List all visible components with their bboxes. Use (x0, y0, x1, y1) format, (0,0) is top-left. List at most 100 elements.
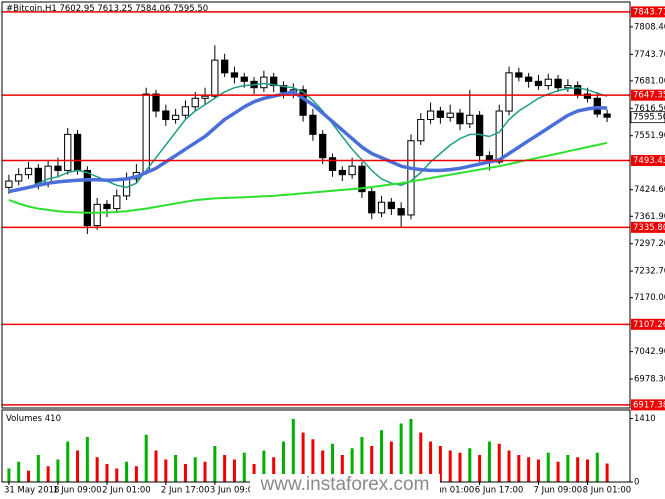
level-label-box (631, 89, 665, 101)
price-label-box (630, 111, 665, 124)
volume-bar (46, 466, 50, 482)
volume-bar (487, 441, 491, 482)
volume-bar (340, 455, 344, 482)
volume-bar (556, 461, 560, 482)
candle-body (54, 165, 62, 171)
candle-body (387, 201, 395, 210)
candle-body (309, 114, 317, 135)
level-label: 7335.80 (633, 223, 665, 233)
volume-bar (281, 441, 285, 482)
volume-bar (321, 450, 325, 482)
candle-body (338, 169, 346, 176)
watermark-backdrop (250, 474, 440, 496)
volume-bar (164, 459, 168, 482)
level-label-box (631, 318, 665, 330)
candle-body (15, 174, 23, 182)
candle-body (240, 76, 248, 82)
volume-bar (76, 450, 80, 482)
price-frame (1, 1, 631, 409)
volume-bar (183, 464, 187, 482)
candle-body (368, 191, 376, 214)
x-tick-label: 2 Jun 01:00 (102, 486, 151, 496)
header: #Bitcoin,H1 7602.95 7613.25 7584.06 7595… (6, 4, 208, 14)
volume-bar (595, 452, 599, 482)
y-tick-label: 7551.90 (634, 131, 665, 141)
header-open: 7602.95 (59, 4, 94, 14)
level-label: 7493.43 (633, 156, 665, 166)
candle-body (73, 133, 82, 171)
candle-body (534, 80, 543, 87)
x-tick-label: 2 Jun 17:00 (161, 486, 210, 496)
x-tick-label: 7 Jun 09:00 (534, 486, 583, 496)
volume-bar (380, 430, 384, 482)
volume-bar (429, 441, 433, 482)
volume-bar (144, 434, 148, 482)
candle-body (505, 72, 513, 112)
volume-header: Volumes 410 (6, 414, 61, 424)
candle-body (93, 203, 101, 227)
plot-layer: 7808.40 7743.70 7681.00 7616.50 7551.90 7424.… (2, 11, 665, 496)
volume-bar (507, 450, 511, 482)
volume-bar (134, 466, 138, 482)
candle-body (436, 110, 445, 118)
volume-bar (56, 459, 60, 482)
candle-body (211, 59, 219, 97)
price-label: 7595.50 (633, 113, 665, 123)
volume-bar (125, 461, 129, 482)
y-tick-label: 7743.70 (634, 50, 665, 60)
candle-body (564, 85, 572, 89)
level-label-box (631, 6, 665, 18)
y-tick-label: 7170.00 (634, 293, 665, 303)
candle-body (201, 95, 209, 99)
volume-bar (27, 470, 31, 482)
candle-body (113, 195, 121, 210)
volume-bar (272, 457, 276, 482)
volume-tick-label: 1410 (634, 414, 656, 424)
y-tick-label: 7424.60 (634, 185, 665, 195)
volume-bar (409, 419, 413, 482)
header-close: 7595.50 (173, 4, 208, 14)
candle-body (525, 76, 533, 82)
volume-bar (566, 455, 570, 482)
y-tick-label: 7361.90 (634, 212, 665, 222)
y-tick-label: 7616.50 (634, 104, 665, 114)
volume-bar (7, 468, 11, 482)
level-label: 7107.26 (633, 320, 665, 330)
candle-body (319, 133, 327, 159)
level-label: 7647.35 (633, 91, 665, 101)
candle-body (260, 76, 268, 89)
volume-bar (203, 461, 207, 482)
volume-bar (66, 441, 70, 482)
candle-body (358, 165, 366, 193)
watermark: www.instaforex.com (260, 474, 430, 495)
candle-body (181, 106, 190, 116)
volume-bar (517, 455, 521, 482)
candle-body (348, 165, 356, 176)
y-tick-label: 7297.20 (634, 239, 665, 249)
volume-bar (252, 464, 256, 482)
candle-body (191, 97, 199, 108)
candle-body (64, 133, 72, 171)
candle-body (5, 180, 13, 188)
header-high: 7613.25 (97, 4, 132, 14)
candle-body (230, 72, 239, 78)
volume-bar (458, 452, 462, 482)
volume-bar (527, 457, 531, 482)
volume-bar (193, 457, 197, 482)
level-label-box (631, 399, 665, 411)
volume-bar (36, 455, 40, 482)
candle-body (162, 110, 170, 121)
volume-bar (468, 448, 472, 482)
candle-body (426, 110, 435, 121)
volume-bar (585, 459, 589, 482)
volume-bar (85, 437, 89, 482)
level-label-box (631, 154, 665, 166)
x-tick-label: 8 Jun 01:00 (583, 486, 632, 496)
candle-body (446, 112, 454, 118)
volume-bar (17, 461, 21, 482)
volume-bar (370, 446, 374, 482)
volume-tick-label: 0 (634, 478, 639, 488)
